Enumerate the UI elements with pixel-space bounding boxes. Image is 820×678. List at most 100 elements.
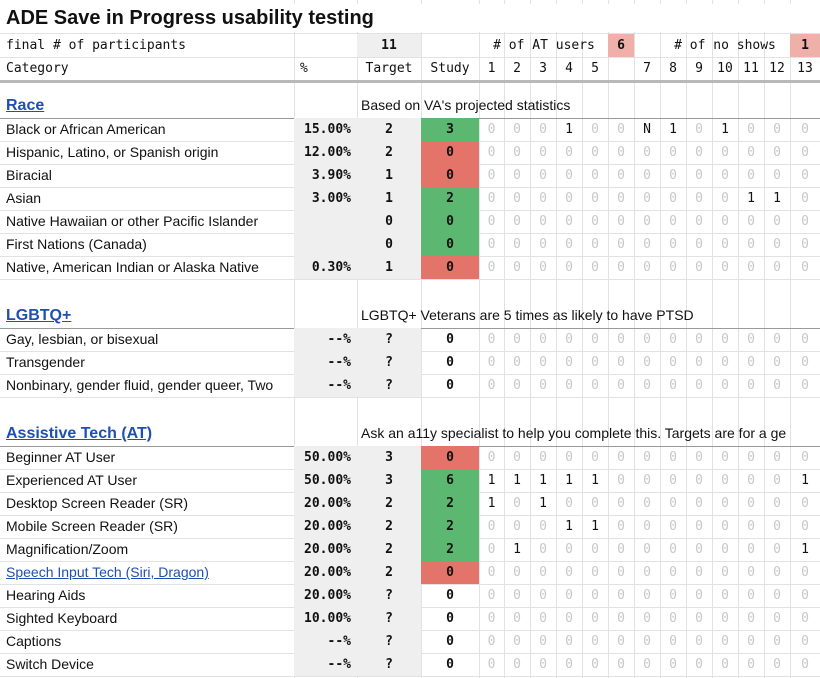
participant-cell[interactable]: 0 [617, 260, 625, 275]
participant-cell[interactable]: 0 [773, 355, 781, 370]
participant-cell[interactable]: 0 [487, 519, 496, 534]
participant-cell[interactable]: 0 [669, 634, 677, 649]
participant-cell[interactable]: 0 [513, 588, 521, 603]
participant-cell[interactable]: 0 [669, 214, 677, 229]
row-target[interactable]: ? [357, 630, 421, 653]
participant-cell[interactable]: 0 [617, 588, 625, 603]
participant-cell[interactable]: 0 [721, 168, 729, 183]
row-target[interactable]: 1 [357, 164, 421, 187]
row-target[interactable]: 1 [357, 187, 421, 210]
participant-cell[interactable]: 0 [591, 611, 599, 626]
participant-cell[interactable]: 0 [801, 332, 809, 347]
participant-cell[interactable]: 0 [801, 611, 809, 626]
participant-cell[interactable]: 0 [591, 122, 599, 137]
participant-cell[interactable]: 0 [747, 168, 755, 183]
participant-cell[interactable]: 0 [617, 168, 625, 183]
participant-cell[interactable]: 0 [487, 122, 496, 137]
participant-cell[interactable]: 0 [695, 237, 703, 252]
participant-cell[interactable]: 0 [695, 355, 703, 370]
participant-cell[interactable]: 0 [773, 168, 781, 183]
participant-cell[interactable]: 0 [643, 473, 651, 488]
participant-cell[interactable]: 0 [747, 496, 755, 511]
participant-cell[interactable]: 0 [617, 191, 625, 206]
row-target[interactable]: 2 [357, 538, 421, 561]
participant-cell[interactable]: 0 [695, 519, 703, 534]
participant-cell[interactable]: 0 [513, 145, 521, 160]
participant-cell[interactable]: 0 [539, 332, 547, 347]
participant-cell[interactable]: 0 [539, 565, 547, 580]
participant-cell[interactable]: 1 [747, 191, 755, 206]
participant-cell[interactable]: 0 [565, 145, 573, 160]
participant-cell[interactable]: 1 [565, 122, 573, 137]
participant-cell[interactable]: 1 [565, 519, 573, 534]
participant-cell[interactable]: 0 [643, 355, 651, 370]
participant-cell[interactable]: 0 [695, 191, 703, 206]
participant-cell[interactable]: 0 [539, 168, 547, 183]
participant-cell[interactable]: 0 [695, 611, 703, 626]
participant-cell[interactable]: 0 [643, 565, 651, 580]
participant-cell[interactable]: 0 [565, 355, 573, 370]
participant-cell[interactable]: 0 [669, 332, 677, 347]
row-target[interactable]: 2 [357, 118, 421, 141]
participant-cell[interactable]: 0 [721, 237, 729, 252]
participant-cell[interactable]: 1 [801, 473, 809, 488]
participant-cell[interactable]: 0 [617, 542, 625, 557]
participant-cell[interactable]: 0 [669, 519, 677, 534]
participant-cell[interactable]: 0 [539, 542, 547, 557]
participant-cell[interactable]: 1 [721, 122, 729, 137]
participant-cell[interactable]: 0 [617, 519, 625, 534]
participant-cell[interactable]: 0 [721, 191, 729, 206]
participant-cell[interactable]: 0 [801, 145, 809, 160]
participant-cell[interactable]: 0 [565, 565, 573, 580]
participant-cell[interactable]: 0 [487, 611, 496, 626]
participant-cell[interactable]: 0 [773, 657, 781, 672]
participant-cell[interactable]: 0 [669, 496, 677, 511]
participant-cell[interactable]: 0 [669, 542, 677, 557]
participant-cell[interactable]: 0 [591, 260, 599, 275]
row-target[interactable]: 2 [357, 141, 421, 164]
participant-cell[interactable]: 1 [539, 496, 547, 511]
participant-cell[interactable]: 0 [539, 611, 547, 626]
participant-cell[interactable]: 0 [801, 657, 809, 672]
participant-cell[interactable]: 0 [773, 519, 781, 534]
participant-cell[interactable]: 0 [801, 355, 809, 370]
participant-cell[interactable]: 0 [643, 378, 651, 393]
participant-cell[interactable]: 0 [773, 332, 781, 347]
participant-cell[interactable]: 0 [591, 332, 599, 347]
participant-cell[interactable]: 0 [539, 145, 547, 160]
participant-cell[interactable]: 0 [747, 332, 755, 347]
participant-cell[interactable]: 0 [487, 237, 496, 252]
row-target[interactable]: 0 [357, 233, 421, 256]
participant-cell[interactable]: 0 [643, 450, 651, 465]
participant-cell[interactable]: 1 [513, 542, 521, 557]
participant-cell[interactable]: 0 [487, 260, 496, 275]
row-target[interactable]: ? [357, 653, 421, 676]
participant-cell[interactable]: 0 [773, 473, 781, 488]
participant-cell[interactable]: 0 [617, 473, 625, 488]
participant-cell[interactable]: 0 [565, 634, 573, 649]
participant-cell[interactable]: 0 [773, 450, 781, 465]
participant-cell[interactable]: 0 [773, 542, 781, 557]
participant-cell[interactable]: 0 [617, 214, 625, 229]
participant-cell[interactable]: 0 [643, 191, 651, 206]
participant-cell[interactable]: 0 [801, 260, 809, 275]
participant-cell[interactable]: 0 [801, 634, 809, 649]
participant-cell[interactable]: 0 [487, 145, 496, 160]
participant-cell[interactable]: 0 [643, 214, 651, 229]
participant-cell[interactable]: 0 [695, 145, 703, 160]
participant-cell[interactable]: 0 [565, 496, 573, 511]
participant-cell[interactable]: 0 [513, 565, 521, 580]
participant-cell[interactable]: 0 [487, 657, 496, 672]
section-heading-1[interactable]: LGBTQ+ [6, 307, 72, 324]
participant-cell[interactable]: 0 [591, 168, 599, 183]
participant-cell[interactable]: 0 [643, 260, 651, 275]
participant-cell[interactable]: 0 [695, 168, 703, 183]
participant-cell[interactable]: 0 [565, 332, 573, 347]
participant-cell[interactable]: 0 [539, 122, 547, 137]
participant-cell[interactable]: 0 [695, 542, 703, 557]
participant-cell[interactable]: 0 [591, 565, 599, 580]
participant-cell[interactable]: 0 [801, 214, 809, 229]
row-target[interactable]: ? [357, 374, 421, 397]
participant-cell[interactable]: 0 [617, 450, 625, 465]
no-shows-value[interactable]: 1 [790, 34, 820, 57]
